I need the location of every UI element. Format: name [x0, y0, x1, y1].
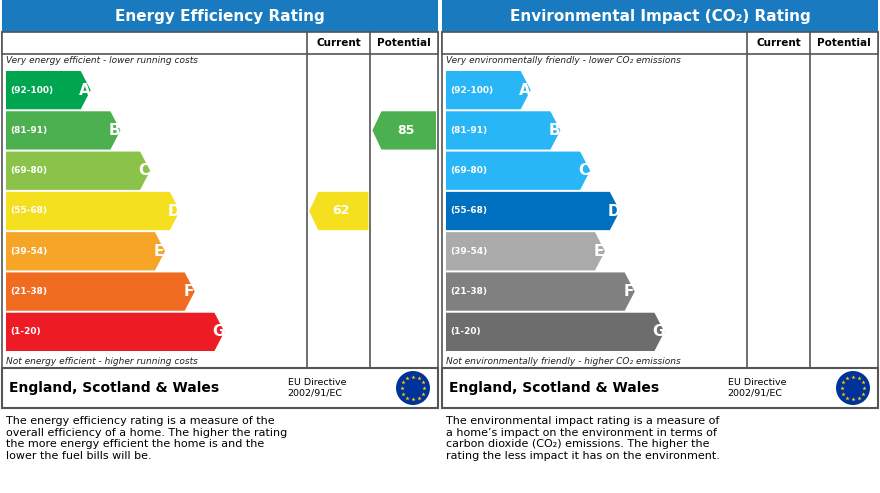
Bar	[2, 368, 438, 408]
Text: Very environmentally friendly - lower CO₂ emissions: Very environmentally friendly - lower CO…	[446, 56, 681, 65]
Text: Not energy efficient - higher running costs: Not energy efficient - higher running co…	[6, 357, 198, 366]
Text: (39-54): (39-54)	[450, 247, 488, 256]
Polygon shape	[6, 192, 180, 230]
Bar	[2, 0, 438, 32]
Polygon shape	[446, 313, 664, 351]
Text: EU Directive
2002/91/EC: EU Directive 2002/91/EC	[288, 378, 346, 398]
Text: Current: Current	[757, 38, 801, 48]
Polygon shape	[6, 232, 165, 271]
Text: D: D	[167, 204, 180, 218]
Bar	[442, 32, 878, 54]
Polygon shape	[446, 71, 531, 109]
Text: (92-100): (92-100)	[10, 86, 53, 95]
Text: The energy efficiency rating is a measure of the
overall efficiency of a home. T: The energy efficiency rating is a measur…	[6, 416, 287, 461]
Text: Potential: Potential	[378, 38, 431, 48]
Text: (69-80): (69-80)	[10, 166, 47, 175]
Text: Environmental Impact (CO₂) Rating: Environmental Impact (CO₂) Rating	[510, 8, 810, 24]
Text: B: B	[548, 123, 561, 138]
Text: 85: 85	[398, 124, 414, 137]
Bar	[442, 32, 878, 368]
Text: Energy Efficiency Rating: Energy Efficiency Rating	[115, 8, 325, 24]
Text: (1-20): (1-20)	[10, 327, 40, 336]
Text: Current: Current	[317, 38, 361, 48]
Text: D: D	[607, 204, 620, 218]
Text: (81-91): (81-91)	[10, 126, 48, 135]
Text: E: E	[594, 244, 605, 259]
Text: C: C	[578, 163, 590, 178]
Text: (69-80): (69-80)	[450, 166, 487, 175]
Text: (21-38): (21-38)	[10, 287, 47, 296]
Polygon shape	[446, 273, 634, 311]
Text: G: G	[212, 324, 224, 339]
Polygon shape	[446, 111, 561, 149]
Text: Very energy efficient - lower running costs: Very energy efficient - lower running co…	[6, 56, 198, 65]
Text: 62: 62	[332, 205, 349, 217]
Text: F: F	[184, 284, 194, 299]
Polygon shape	[6, 71, 91, 109]
Text: C: C	[138, 163, 150, 178]
Bar	[2, 32, 438, 368]
Text: England, Scotland & Wales: England, Scotland & Wales	[449, 381, 659, 395]
Text: (55-68): (55-68)	[450, 207, 487, 215]
Text: (92-100): (92-100)	[450, 86, 493, 95]
Text: F: F	[624, 284, 634, 299]
Polygon shape	[446, 232, 605, 271]
Text: England, Scotland & Wales: England, Scotland & Wales	[9, 381, 219, 395]
Text: G: G	[652, 324, 664, 339]
Text: Potential: Potential	[818, 38, 871, 48]
Polygon shape	[309, 192, 369, 230]
Bar	[2, 32, 438, 54]
Bar	[442, 0, 878, 32]
Polygon shape	[6, 273, 194, 311]
Polygon shape	[6, 313, 224, 351]
Polygon shape	[6, 111, 121, 149]
Text: The environmental impact rating is a measure of
a home’s impact on the environme: The environmental impact rating is a mea…	[446, 416, 720, 461]
Text: (1-20): (1-20)	[450, 327, 480, 336]
Text: E: E	[154, 244, 165, 259]
Circle shape	[396, 371, 430, 405]
Text: B: B	[108, 123, 121, 138]
Polygon shape	[446, 151, 590, 190]
Text: A: A	[79, 83, 91, 98]
Text: (21-38): (21-38)	[450, 287, 487, 296]
Polygon shape	[6, 151, 150, 190]
Text: (81-91): (81-91)	[450, 126, 488, 135]
Text: EU Directive
2002/91/EC: EU Directive 2002/91/EC	[728, 378, 786, 398]
Polygon shape	[446, 192, 620, 230]
Circle shape	[836, 371, 870, 405]
Text: A: A	[519, 83, 531, 98]
Polygon shape	[372, 111, 436, 149]
Text: Not environmentally friendly - higher CO₂ emissions: Not environmentally friendly - higher CO…	[446, 357, 681, 366]
Bar	[442, 368, 878, 408]
Text: (39-54): (39-54)	[10, 247, 48, 256]
Text: (55-68): (55-68)	[10, 207, 47, 215]
